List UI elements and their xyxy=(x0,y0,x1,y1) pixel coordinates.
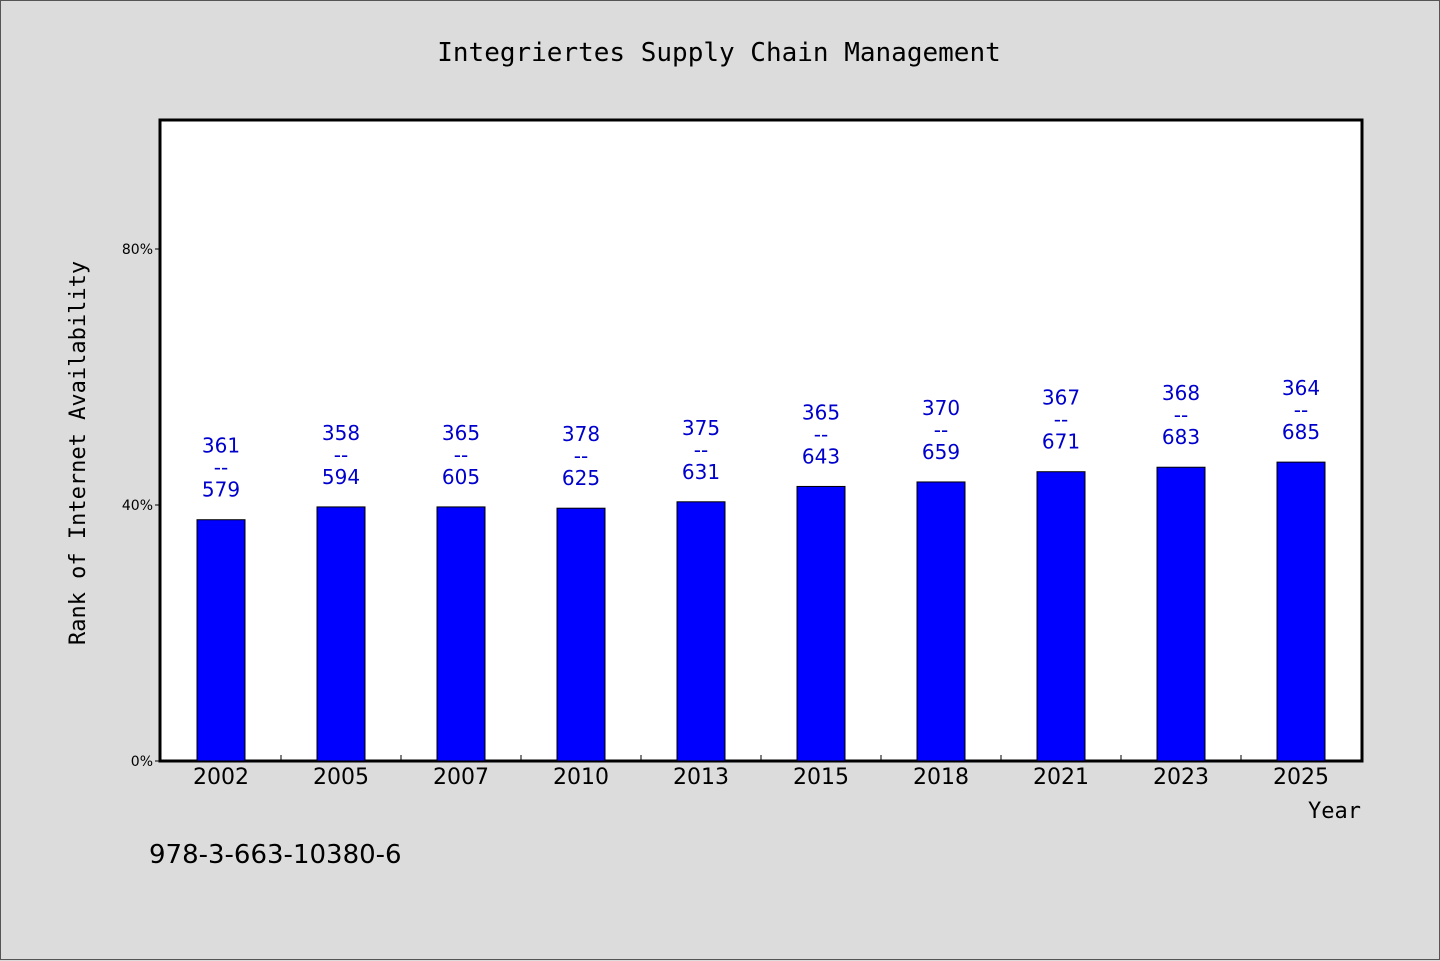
bar xyxy=(1036,471,1086,762)
isbn-footnote: 978-3-663-10380-6 xyxy=(149,840,402,870)
data-label-top: 370 xyxy=(922,396,960,420)
data-label-bottom: 643 xyxy=(802,444,840,468)
data-label-separator: -- xyxy=(214,456,228,480)
data-label-bottom: 625 xyxy=(562,466,600,490)
data-label-separator: -- xyxy=(454,443,468,467)
data-label-separator: -- xyxy=(1054,408,1068,432)
bar xyxy=(1156,466,1206,762)
x-tick-label: 2010 xyxy=(553,765,609,790)
x-axis-ticks: 2002 2005 2007 2010 2013 2015 2018 2021 2023 2025 xyxy=(193,755,1329,790)
data-label-bottom: 685 xyxy=(1282,420,1320,444)
y-axis-label: Rank of Internet Availability xyxy=(66,261,91,645)
data-label-top: 365 xyxy=(802,400,840,424)
x-tick-label: 2013 xyxy=(673,765,729,790)
data-label-bottom: 631 xyxy=(682,460,720,484)
data-label-top: 365 xyxy=(442,421,480,445)
x-tick-label: 2018 xyxy=(913,765,969,790)
bar xyxy=(556,507,606,762)
chart-title: Integriertes Supply Chain Management xyxy=(437,38,1001,68)
bars-group xyxy=(196,461,1326,762)
y-tick-label: 0% xyxy=(131,754,153,770)
bar xyxy=(676,501,726,762)
data-label-separator: -- xyxy=(814,422,828,446)
data-label-separator: -- xyxy=(1294,398,1308,422)
data-label-separator: -- xyxy=(1174,403,1188,427)
x-tick-label: 2015 xyxy=(793,765,849,790)
x-axis-label: Year xyxy=(1308,799,1361,824)
bar xyxy=(316,506,366,762)
data-label-top: 358 xyxy=(322,421,360,445)
x-tick-label: 2021 xyxy=(1033,765,1089,790)
bar xyxy=(436,506,486,762)
data-label-top: 368 xyxy=(1162,381,1200,405)
data-label-bottom: 605 xyxy=(442,465,480,489)
y-tick-label: 40% xyxy=(122,498,153,514)
x-tick-label: 2005 xyxy=(313,765,369,790)
x-tick-label: 2007 xyxy=(433,765,489,790)
data-label-top: 378 xyxy=(562,422,600,446)
x-tick-label: 2025 xyxy=(1273,765,1329,790)
data-label-separator: -- xyxy=(934,418,948,442)
data-label-separator: -- xyxy=(334,443,348,467)
bar xyxy=(916,481,966,762)
data-label-top: 375 xyxy=(682,416,720,440)
bar xyxy=(1276,461,1326,762)
x-tick-label: 2002 xyxy=(193,765,249,790)
data-labels-group: 361--579358--594365--605378--625375--631… xyxy=(202,376,1320,502)
data-label-top: 367 xyxy=(1042,386,1080,410)
y-tick-label: 80% xyxy=(122,242,153,258)
data-label-separator: -- xyxy=(574,444,588,468)
data-label-bottom: 671 xyxy=(1042,430,1080,454)
x-tick-label: 2023 xyxy=(1153,765,1209,790)
bar xyxy=(796,485,846,762)
data-label-separator: -- xyxy=(694,438,708,462)
data-label-bottom: 659 xyxy=(922,440,960,464)
y-axis-ticks: 0% 40% 80% xyxy=(122,242,161,770)
bar xyxy=(196,519,246,762)
data-label-bottom: 579 xyxy=(202,478,240,502)
data-label-top: 364 xyxy=(1282,376,1320,400)
data-label-bottom: 594 xyxy=(322,465,360,489)
data-label-bottom: 683 xyxy=(1162,425,1200,449)
data-label-top: 361 xyxy=(202,434,240,458)
